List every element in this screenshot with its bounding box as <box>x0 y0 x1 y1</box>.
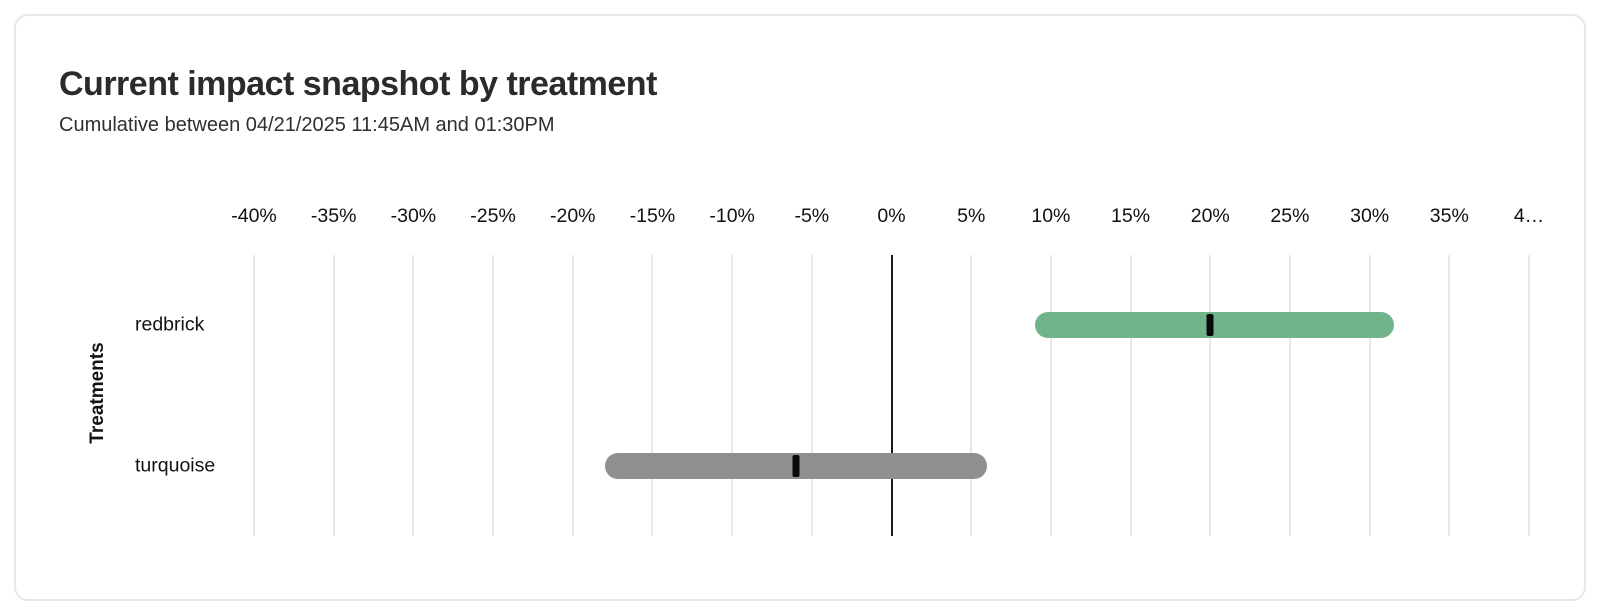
x-tick-label: -40% <box>231 205 277 227</box>
point-estimate-marker-turquoise[interactable] <box>792 454 800 477</box>
x-tick-label: -25% <box>470 205 516 227</box>
chart-title: Current impact snapshot by treatment <box>59 65 657 103</box>
zero-axis-line <box>890 255 893 536</box>
gridline <box>1368 255 1371 536</box>
ci-bar-redbrick[interactable] <box>1034 312 1394 339</box>
x-tick-label: 0% <box>877 205 906 227</box>
x-tick-label: 25% <box>1270 205 1310 227</box>
gridline <box>412 255 415 536</box>
gridline <box>651 255 654 536</box>
x-tick-label: -15% <box>629 205 676 227</box>
gridline <box>492 255 495 536</box>
gridline <box>970 255 973 536</box>
x-axis-tick-labels: -40% -35% -30% -25% -20% -15% -10% -5% 0% 5% 10% 15… <box>231 205 1544 231</box>
chart-card: Current impact snapshot by treatment Cum… <box>14 14 1586 601</box>
gridline <box>731 255 734 536</box>
treatment-row-labels: redbrick turquoise <box>16 255 254 536</box>
gridline <box>1448 255 1451 536</box>
chart-subtitle: Cumulative between 04/21/2025 11:45AM an… <box>59 114 555 136</box>
x-tick-label: -10% <box>709 205 755 227</box>
gridline <box>253 255 255 536</box>
gridline <box>1049 255 1052 536</box>
gridline <box>571 255 574 536</box>
x-tick-label: 5% <box>957 205 986 227</box>
gridline <box>332 255 335 536</box>
gridline <box>1288 255 1291 536</box>
x-tick-label: -5% <box>794 205 830 227</box>
gridline <box>810 255 813 536</box>
treatment-label-redbrick: redbrick <box>135 313 205 336</box>
gridline <box>1209 255 1212 536</box>
x-tick-label: 20% <box>1190 205 1230 227</box>
x-tick-label: 10% <box>1031 205 1071 227</box>
x-tick-label: 30% <box>1350 205 1390 227</box>
treatment-label-turquoise: turquoise <box>135 454 216 477</box>
gridline <box>1129 255 1132 536</box>
x-tick-label: -35% <box>310 205 357 227</box>
gridline <box>1528 255 1530 536</box>
x-tick-label: 35% <box>1429 205 1469 227</box>
x-tick-label: -30% <box>390 205 437 227</box>
x-tick-label: -20% <box>549 205 596 227</box>
plot-area <box>253 255 1530 536</box>
point-estimate-marker-redbrick[interactable] <box>1206 314 1214 337</box>
x-tick-label: 15% <box>1111 205 1151 227</box>
x-tick-label: 4… <box>1513 205 1545 227</box>
